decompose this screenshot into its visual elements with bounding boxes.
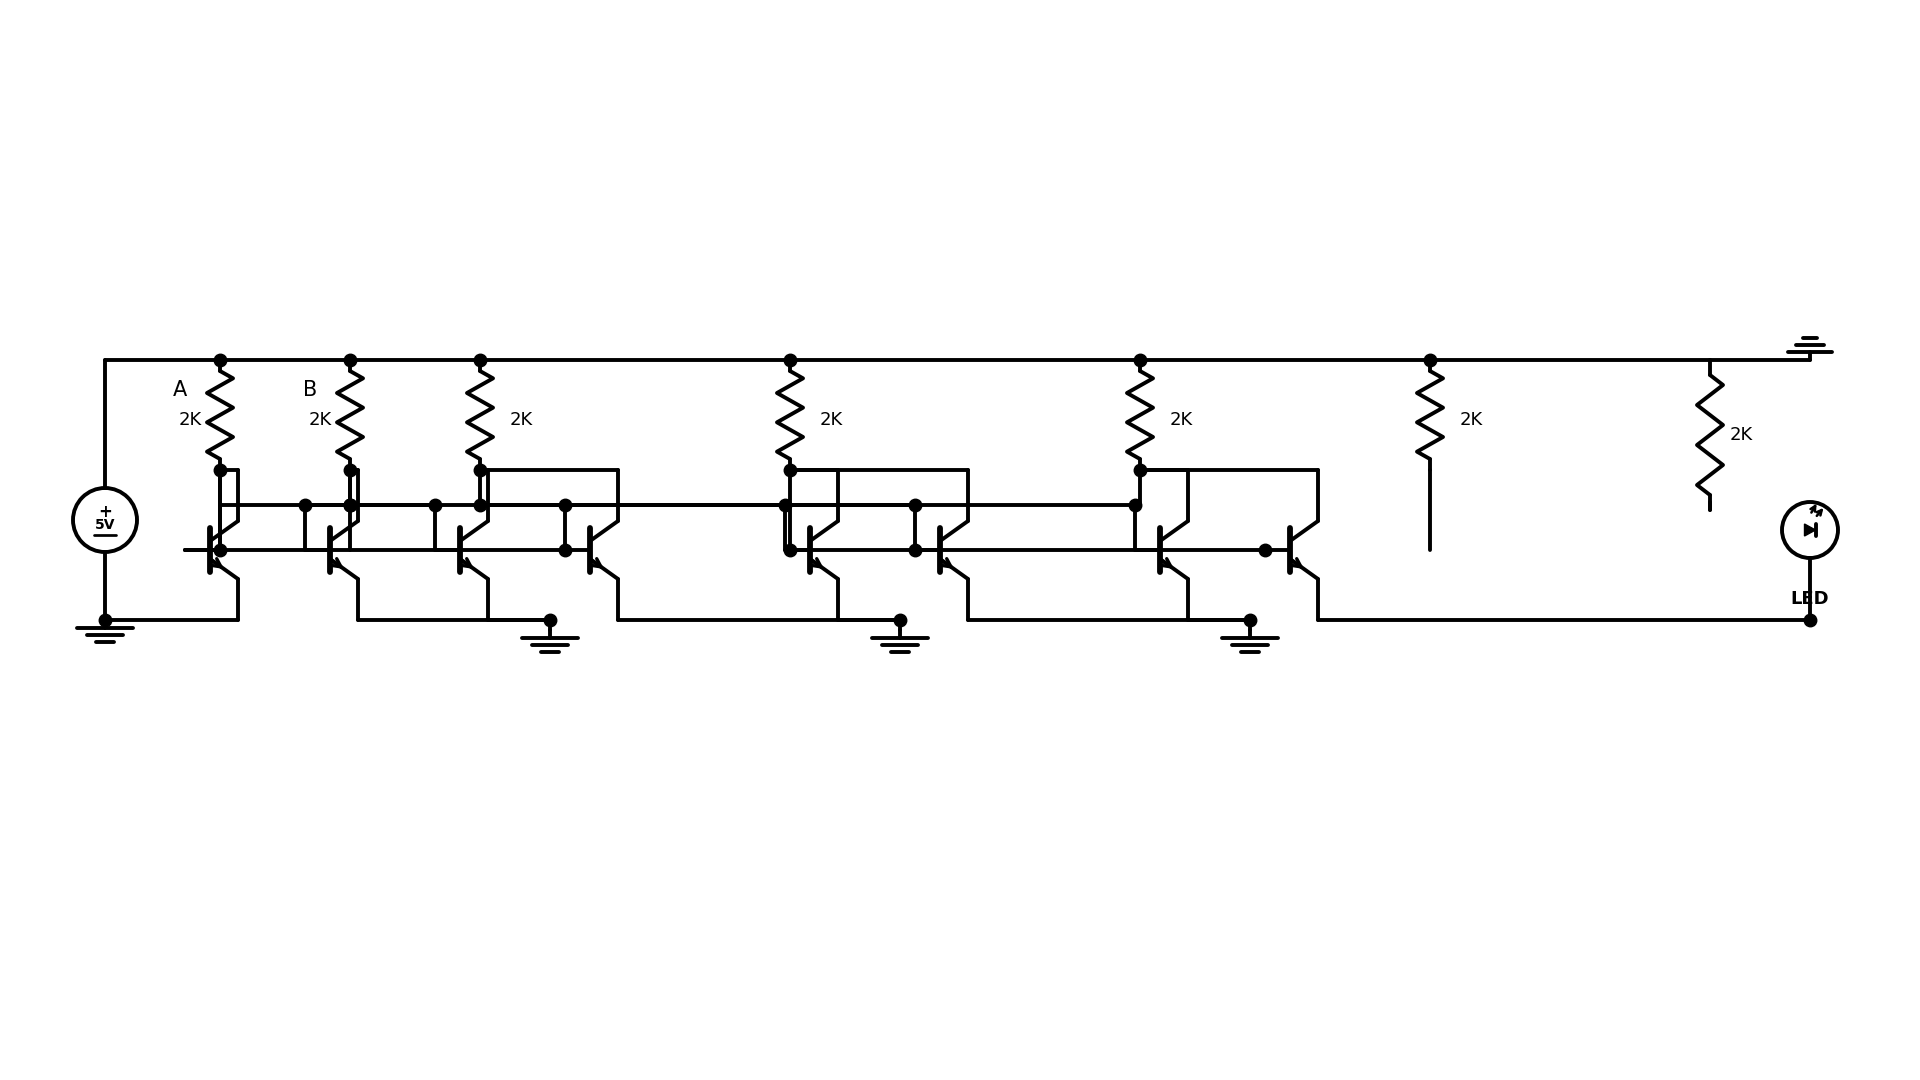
Text: 2K: 2K [1730,426,1753,444]
Text: 2K: 2K [511,411,534,429]
Text: 2K: 2K [1459,411,1484,429]
Text: A: A [173,380,186,400]
Text: 2K: 2K [309,411,332,429]
Text: B: B [303,380,317,400]
Text: +: + [98,503,111,521]
Text: 5V: 5V [94,518,115,532]
Text: 2K: 2K [1169,411,1192,429]
Text: LED: LED [1791,590,1830,608]
Text: 2K: 2K [179,411,202,429]
Polygon shape [1805,524,1816,536]
Text: 2K: 2K [820,411,843,429]
